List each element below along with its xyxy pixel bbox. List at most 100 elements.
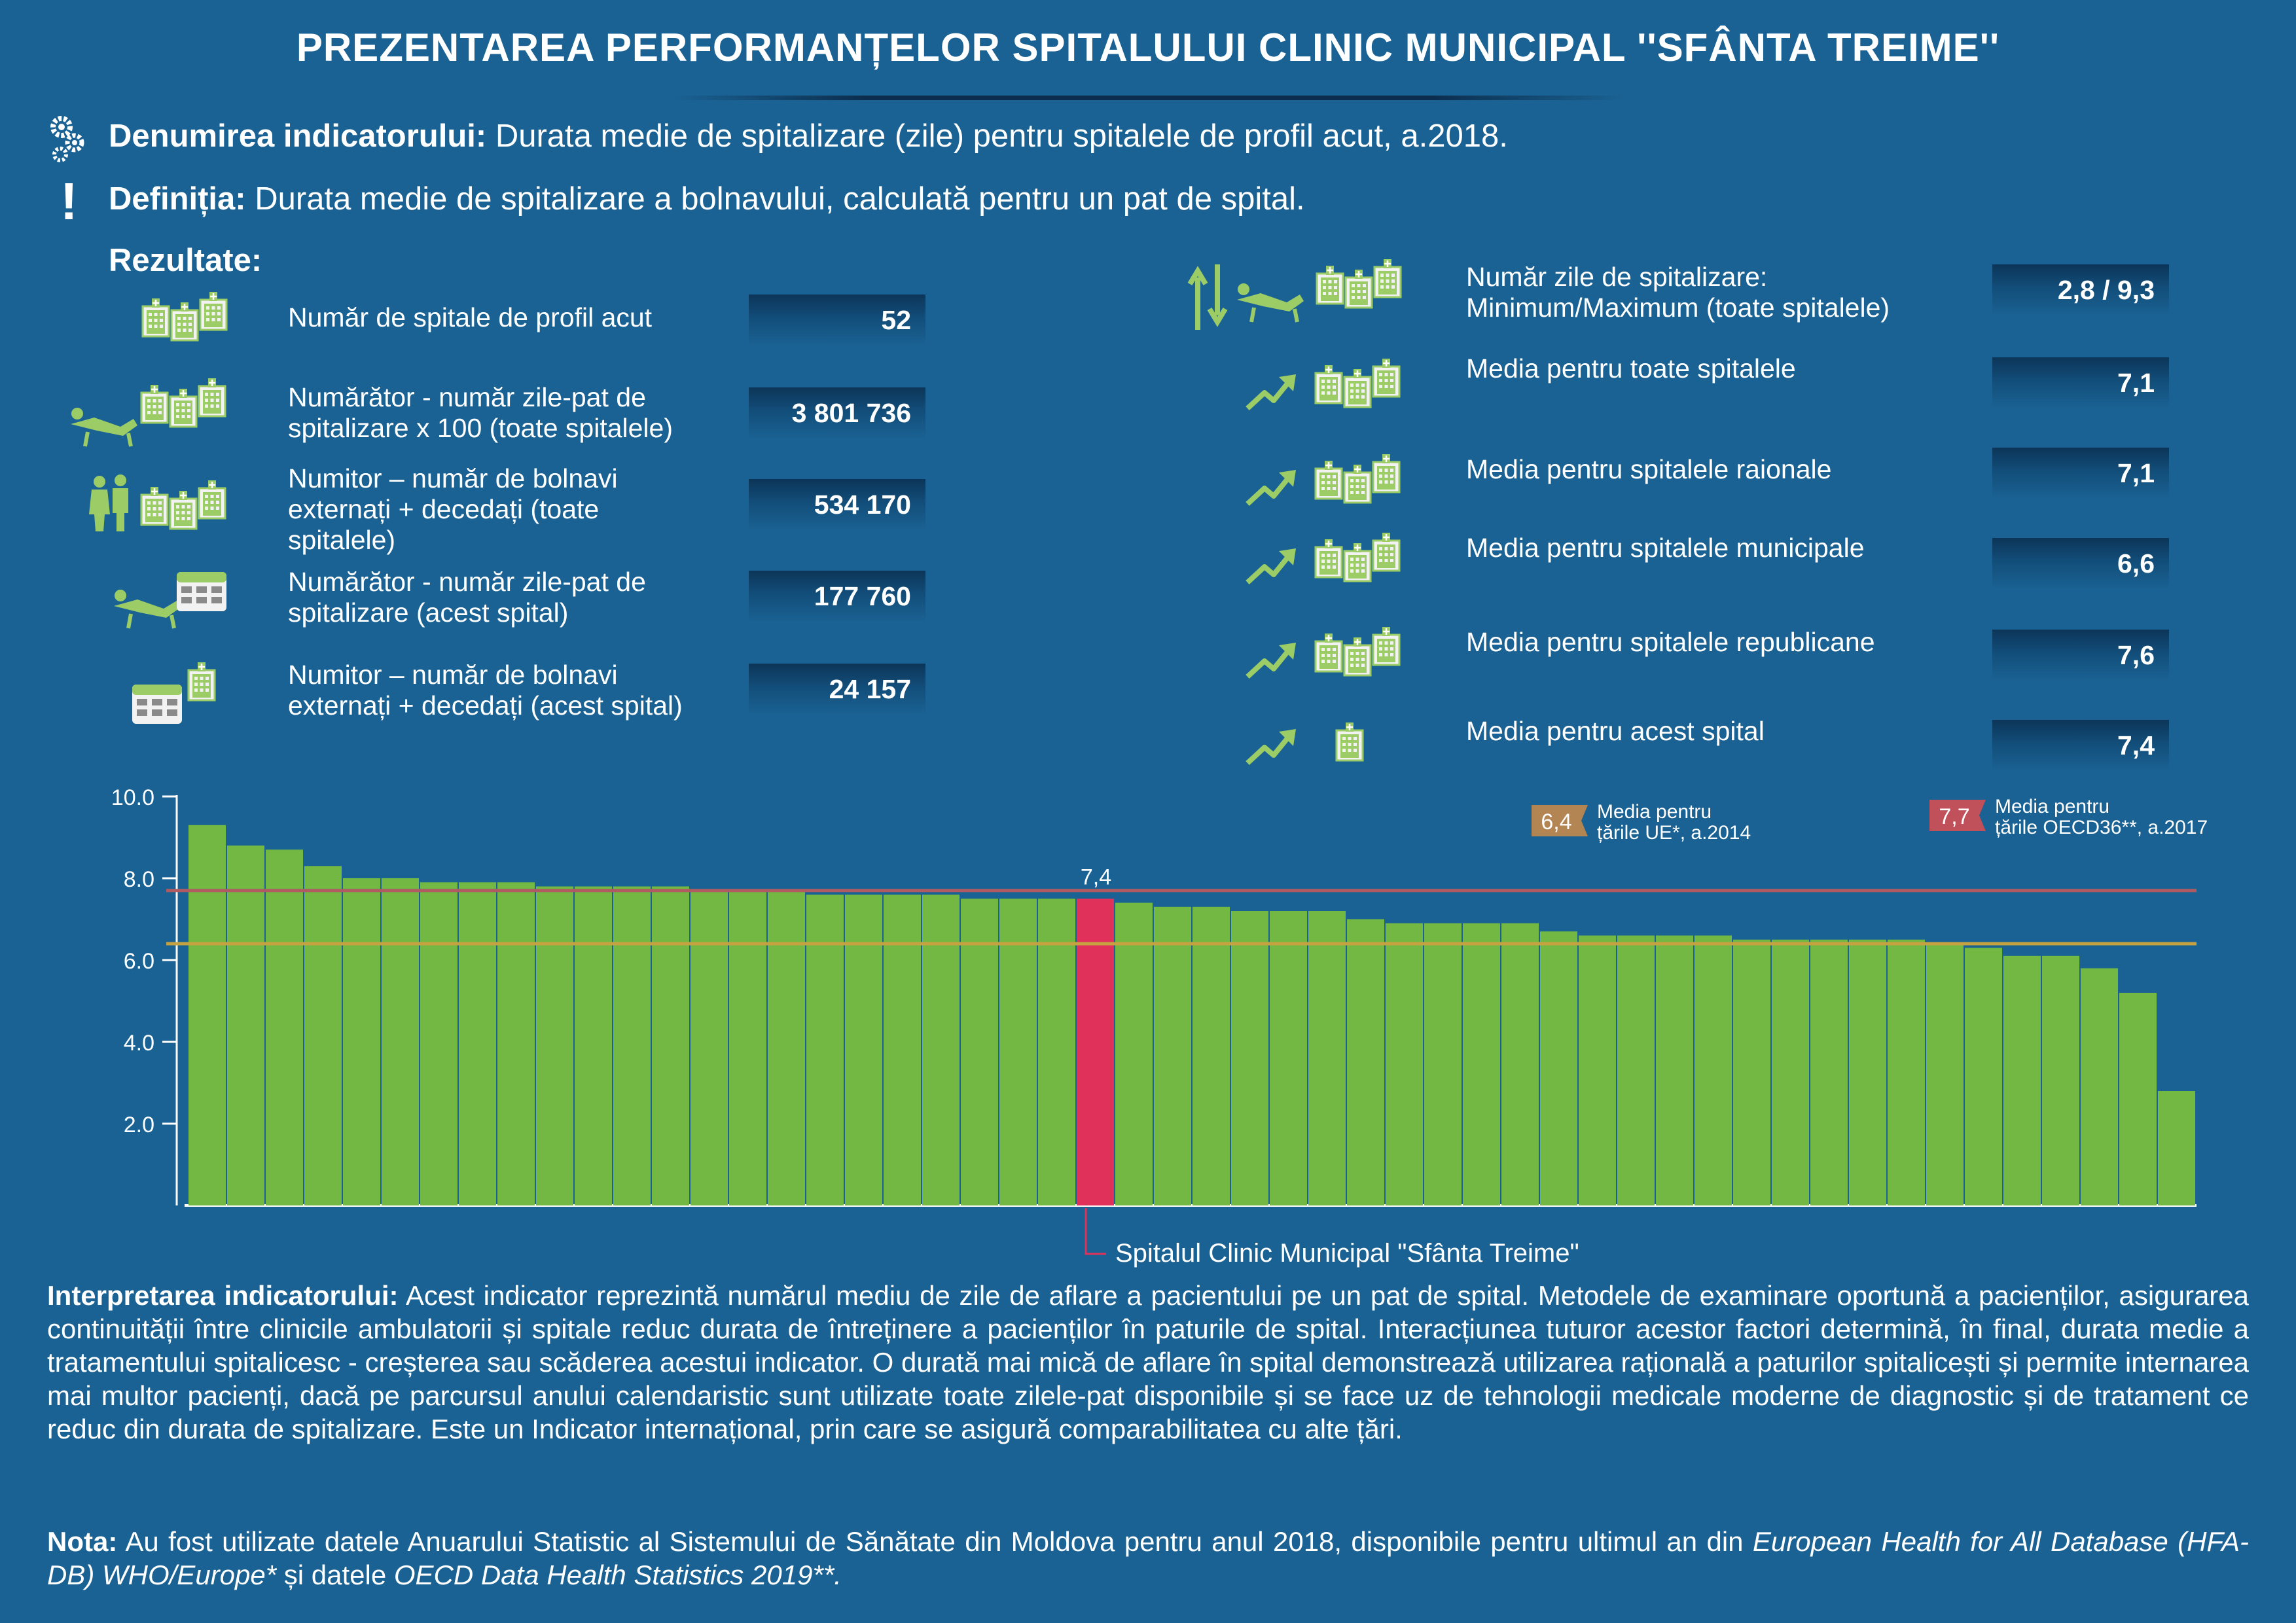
bar <box>1656 935 1693 1205</box>
stat-label: Media pentru spitalele republicane <box>1466 627 1875 657</box>
interpretation-paragraph: Interpretarea indicatorului: Acest indic… <box>47 1279 2249 1446</box>
bar <box>1617 935 1655 1205</box>
stat-label: Numitor – număr de bolnavi externați + d… <box>288 660 683 721</box>
up-down-bed-hospital-icon <box>1187 258 1405 333</box>
gears-icon <box>47 113 88 165</box>
stat-label: Numitor – număr de bolnavi externați + d… <box>288 463 618 555</box>
trend-hospital-icon <box>1247 449 1405 511</box>
bar <box>1772 939 1809 1205</box>
reference-label: țările OECD36**, a.2017 <box>1995 817 2208 838</box>
patient-bed-calendar-icon <box>111 568 236 637</box>
note-label: Nota: <box>47 1526 118 1557</box>
indicator-line: Denumirea indicatorului: Durata medie de… <box>109 118 1508 154</box>
bar <box>729 890 766 1205</box>
stat-value: 177 760 <box>749 571 925 622</box>
bar <box>188 825 226 1205</box>
bar <box>1424 923 1462 1205</box>
definition-label: Definiția: <box>109 181 246 217</box>
bar <box>884 895 921 1205</box>
highlight-bar <box>1077 899 1114 1205</box>
bar <box>420 882 457 1205</box>
results-heading: Rezultate: <box>109 243 262 278</box>
patient-bed-hospital-icon <box>68 377 232 452</box>
interpretation-label: Interpretarea indicatorului: <box>47 1280 399 1311</box>
y-tick-label: 8.0 <box>124 867 154 892</box>
bar <box>2042 955 2079 1205</box>
bar <box>768 890 805 1205</box>
stat-label: Media pentru acest spital <box>1466 716 1765 746</box>
bar <box>1501 923 1539 1205</box>
trend-hospital-icon <box>1247 527 1405 590</box>
calendar-hospital-icon <box>132 661 237 732</box>
note-text: și datele <box>283 1560 387 1590</box>
highlight-annotation: 7,4 Spitalul Clinic Municipal "Sfânta Tre… <box>1081 865 1579 1268</box>
reference-badge-value: 6,4 <box>1541 810 1571 834</box>
bar <box>304 866 342 1205</box>
trend-single-hospital-icon <box>1247 715 1405 777</box>
bar <box>1038 899 1075 1205</box>
bar <box>1347 919 1384 1205</box>
indicator-label: Denumirea indicatorului: <box>109 118 487 154</box>
bar <box>1270 911 1307 1205</box>
stat-value: 24 157 <box>749 664 925 715</box>
exclamation-icon: ! <box>60 172 78 230</box>
indicator-value: Durata medie de spitalizare (zile) pentr… <box>495 118 1508 154</box>
bar <box>1463 923 1500 1205</box>
bar <box>1926 944 1964 1205</box>
stat-value: 2,8 / 9,3 <box>1992 264 2169 315</box>
definition-value: Durata medie de spitalizare a bolnavului… <box>255 181 1305 217</box>
stat-label: Media pentru spitalele raionale <box>1466 454 1832 484</box>
stat-value: 7,4 <box>1992 720 2169 771</box>
note-source: OECD Data Health Statistics 2019**. <box>393 1560 842 1590</box>
bar <box>691 890 728 1205</box>
bar <box>806 895 844 1205</box>
stat-label: Număr de spitale de profil acut <box>288 302 653 332</box>
bar <box>1540 931 1577 1205</box>
bar <box>922 895 960 1205</box>
reference-badge <box>1532 805 1588 836</box>
stat-label: Număr zile de spitalizare: Minimum/Maxim… <box>1466 262 1890 323</box>
bar <box>1308 911 1346 1205</box>
bar <box>1965 948 2002 1205</box>
bar <box>1888 939 1925 1205</box>
page-title: PREZENTAREA PERFORMANȚELOR SPITALULUI CL… <box>296 26 2000 69</box>
stat-value: 52 <box>749 294 925 346</box>
bar <box>266 849 303 1205</box>
stat-label: Media pentru spitalele municipale <box>1466 533 1865 563</box>
stat-value: 7,6 <box>1992 630 2169 681</box>
bar <box>2003 955 2041 1205</box>
bar <box>343 878 380 1205</box>
y-tick-label: 6.0 <box>124 949 154 974</box>
bar <box>1733 939 1770 1205</box>
bar <box>1579 935 1616 1205</box>
bar <box>1193 906 1230 1205</box>
note-paragraph: Nota: Au fost utilizate datele Anuarului… <box>47 1525 2249 1592</box>
stat-label: Media pentru toate spitalele <box>1466 353 1796 383</box>
note-text: Au fost utilizate datele Anuarului Stati… <box>125 1526 1744 1557</box>
definition-line: Definiția: Durata medie de spitalizare a… <box>109 181 1305 217</box>
y-tick-label: 2.0 <box>124 1113 154 1137</box>
title-divider <box>674 96 1623 100</box>
bar <box>999 899 1037 1205</box>
bar <box>961 899 998 1205</box>
reference-label: țările UE*, a.2014 <box>1597 822 1751 844</box>
stat-value: 7,1 <box>1992 357 2169 408</box>
note-source: European Health for All Database (HFA-DB… <box>47 1526 2249 1590</box>
bar <box>536 886 573 1205</box>
bar <box>2119 993 2157 1205</box>
reference-label: Media pentru <box>1597 801 1712 823</box>
highlight-leader-line <box>1085 1208 1106 1255</box>
bar <box>1695 935 1732 1205</box>
stat-label: Numărător - număr zile-pat de spitalizar… <box>288 382 673 443</box>
trend-hospital-icon <box>1247 353 1405 416</box>
bar <box>613 886 651 1205</box>
y-tick-label: 10.0 <box>111 785 154 810</box>
people-hospital-icon <box>89 474 233 537</box>
bar <box>1231 911 1268 1205</box>
reference-label: Media pentru <box>1995 796 2109 817</box>
trend-hospital-icon <box>1247 622 1405 684</box>
bar <box>2158 1091 2195 1205</box>
highlight-value-label: 7,4 <box>1081 865 1111 889</box>
